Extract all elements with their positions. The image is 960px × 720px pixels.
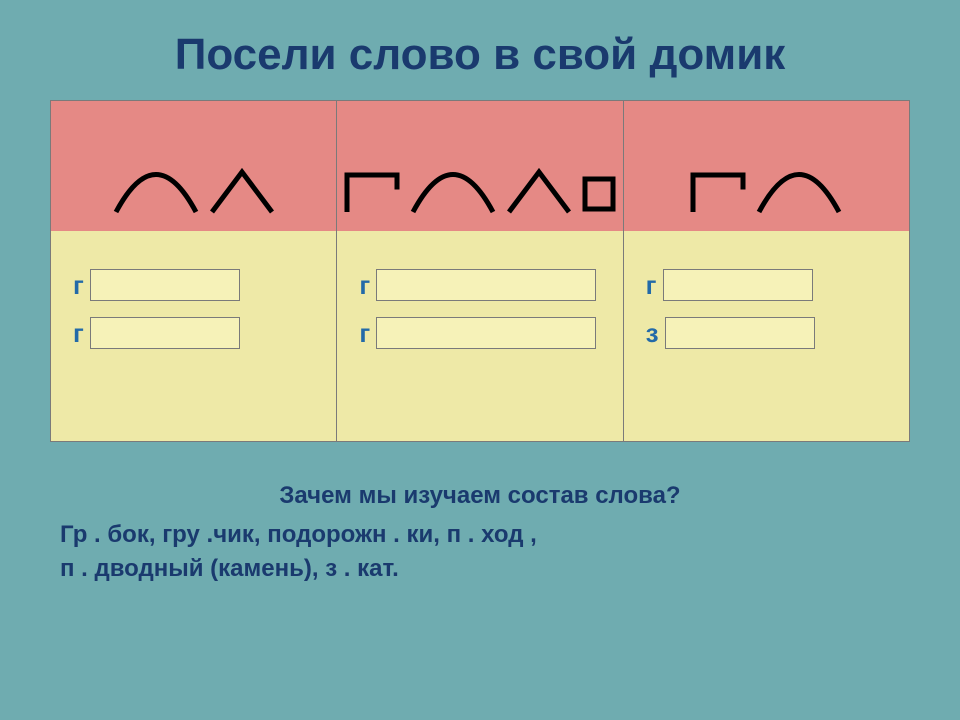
column-header [337, 101, 622, 231]
answer-blank[interactable] [90, 317, 240, 349]
row-letter: з [646, 318, 659, 349]
answer-row: г [351, 317, 608, 349]
words-line-2: п . дводный (камень), з . кат. [60, 555, 399, 582]
row-letter: г [359, 270, 370, 301]
table-column: гг [51, 101, 336, 441]
answer-blank[interactable] [90, 269, 240, 301]
arc-icon [408, 167, 498, 217]
answer-row: з [638, 317, 895, 349]
row-letter: г [73, 318, 84, 349]
answer-row: г [351, 269, 608, 301]
answer-blank[interactable] [376, 269, 596, 301]
table-column: гг [336, 101, 622, 441]
column-body: гг [51, 231, 336, 441]
bracket-icon [342, 167, 402, 217]
row-letter: г [73, 270, 84, 301]
answer-row: г [65, 269, 322, 301]
page-title: Посели слово в свой домик [50, 30, 910, 80]
column-header [51, 101, 336, 231]
column-header [624, 101, 909, 231]
words-line-1: Гр . бок, гру .чик, подорожн . ки, п . х… [60, 521, 537, 548]
row-letter: г [359, 318, 370, 349]
caret-icon [207, 167, 277, 217]
column-body: гз [624, 231, 909, 441]
question-text: Зачем мы изучаем состав слова? [60, 482, 900, 510]
answer-row: г [638, 269, 895, 301]
answer-blank[interactable] [663, 269, 813, 301]
caret-icon [504, 167, 574, 217]
table-column: гз [623, 101, 909, 441]
answer-row: г [65, 317, 322, 349]
box-icon [580, 167, 618, 217]
column-body: гг [337, 231, 622, 441]
arc-icon [754, 167, 844, 217]
row-letter: г [646, 270, 657, 301]
answer-blank[interactable] [376, 317, 596, 349]
arc-icon [111, 167, 201, 217]
answer-blank[interactable] [665, 317, 815, 349]
word-list: Гр . бок, гру .чик, подорожн . ки, п . х… [60, 518, 900, 585]
morpheme-table: гггггз [50, 100, 910, 442]
bracket-icon [688, 167, 748, 217]
